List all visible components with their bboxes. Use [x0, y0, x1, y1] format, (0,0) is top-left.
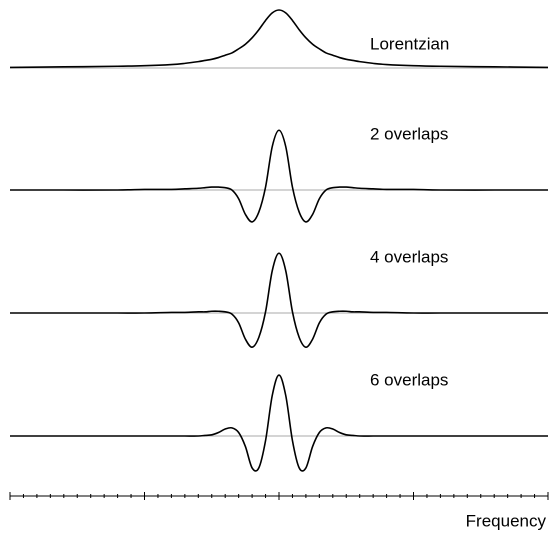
x-axis-label: Frequency	[466, 511, 547, 530]
line-series	[9, 129, 548, 223]
line-series	[10, 252, 548, 349]
series-label: Lorentzian	[370, 34, 449, 53]
series-label: 6 overlaps	[370, 370, 448, 389]
line-series	[10, 374, 548, 472]
series-label: 4 overlaps	[370, 247, 448, 266]
line-series	[9, 9, 549, 69]
series-label: 2 overlaps	[370, 124, 448, 143]
